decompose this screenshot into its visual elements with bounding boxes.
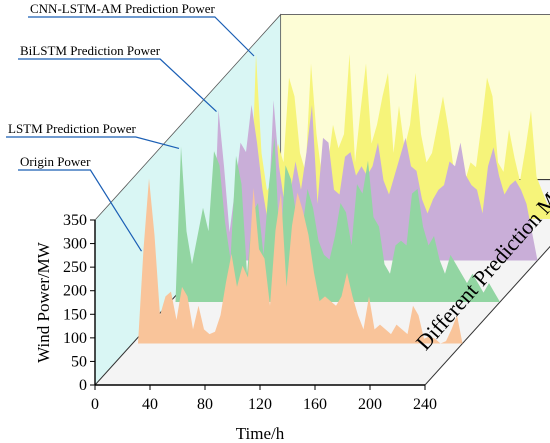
x-tick-label: 40 bbox=[142, 396, 158, 413]
x-tick-label: 80 bbox=[197, 396, 213, 413]
y-tick-label: 50 bbox=[71, 353, 87, 370]
series-areas bbox=[132, 54, 550, 344]
series-callout-line-1 bbox=[6, 136, 180, 149]
series-callout-line-2 bbox=[18, 58, 217, 113]
x-tick-label: 120 bbox=[248, 396, 272, 413]
series-label-0: Origin Power bbox=[20, 154, 91, 169]
series-callout-line-3 bbox=[28, 16, 255, 57]
y-tick-label: 300 bbox=[63, 236, 87, 253]
series-area-0 bbox=[132, 178, 463, 344]
series-callout-line-0 bbox=[18, 169, 143, 252]
y-tick-label: 150 bbox=[63, 306, 87, 323]
series-label-2: BiLSTM Prediction Power bbox=[20, 43, 161, 58]
x-tick-label: 160 bbox=[303, 396, 327, 413]
x-tick-label: 240 bbox=[413, 396, 437, 413]
y-tick-label: 350 bbox=[63, 212, 87, 229]
x-tick-label: 0 bbox=[91, 396, 99, 413]
series-label-1: LSTM Prediction Power bbox=[8, 121, 136, 136]
y-tick-label: 0 bbox=[79, 377, 87, 394]
series-label-3: CNN-LSTM-AM Prediction Power bbox=[30, 1, 216, 16]
y-tick-label: 100 bbox=[63, 330, 87, 347]
x-tick-label: 200 bbox=[358, 396, 382, 413]
y-tick-label: 200 bbox=[63, 283, 87, 300]
x-axis-label: Time/h bbox=[236, 424, 285, 443]
y-axis-label: Wind Power/MW bbox=[34, 241, 53, 363]
series-callouts: Origin Power LSTM Prediction Power BiLSTM … bbox=[6, 1, 255, 252]
y-tick-label: 250 bbox=[63, 259, 87, 276]
